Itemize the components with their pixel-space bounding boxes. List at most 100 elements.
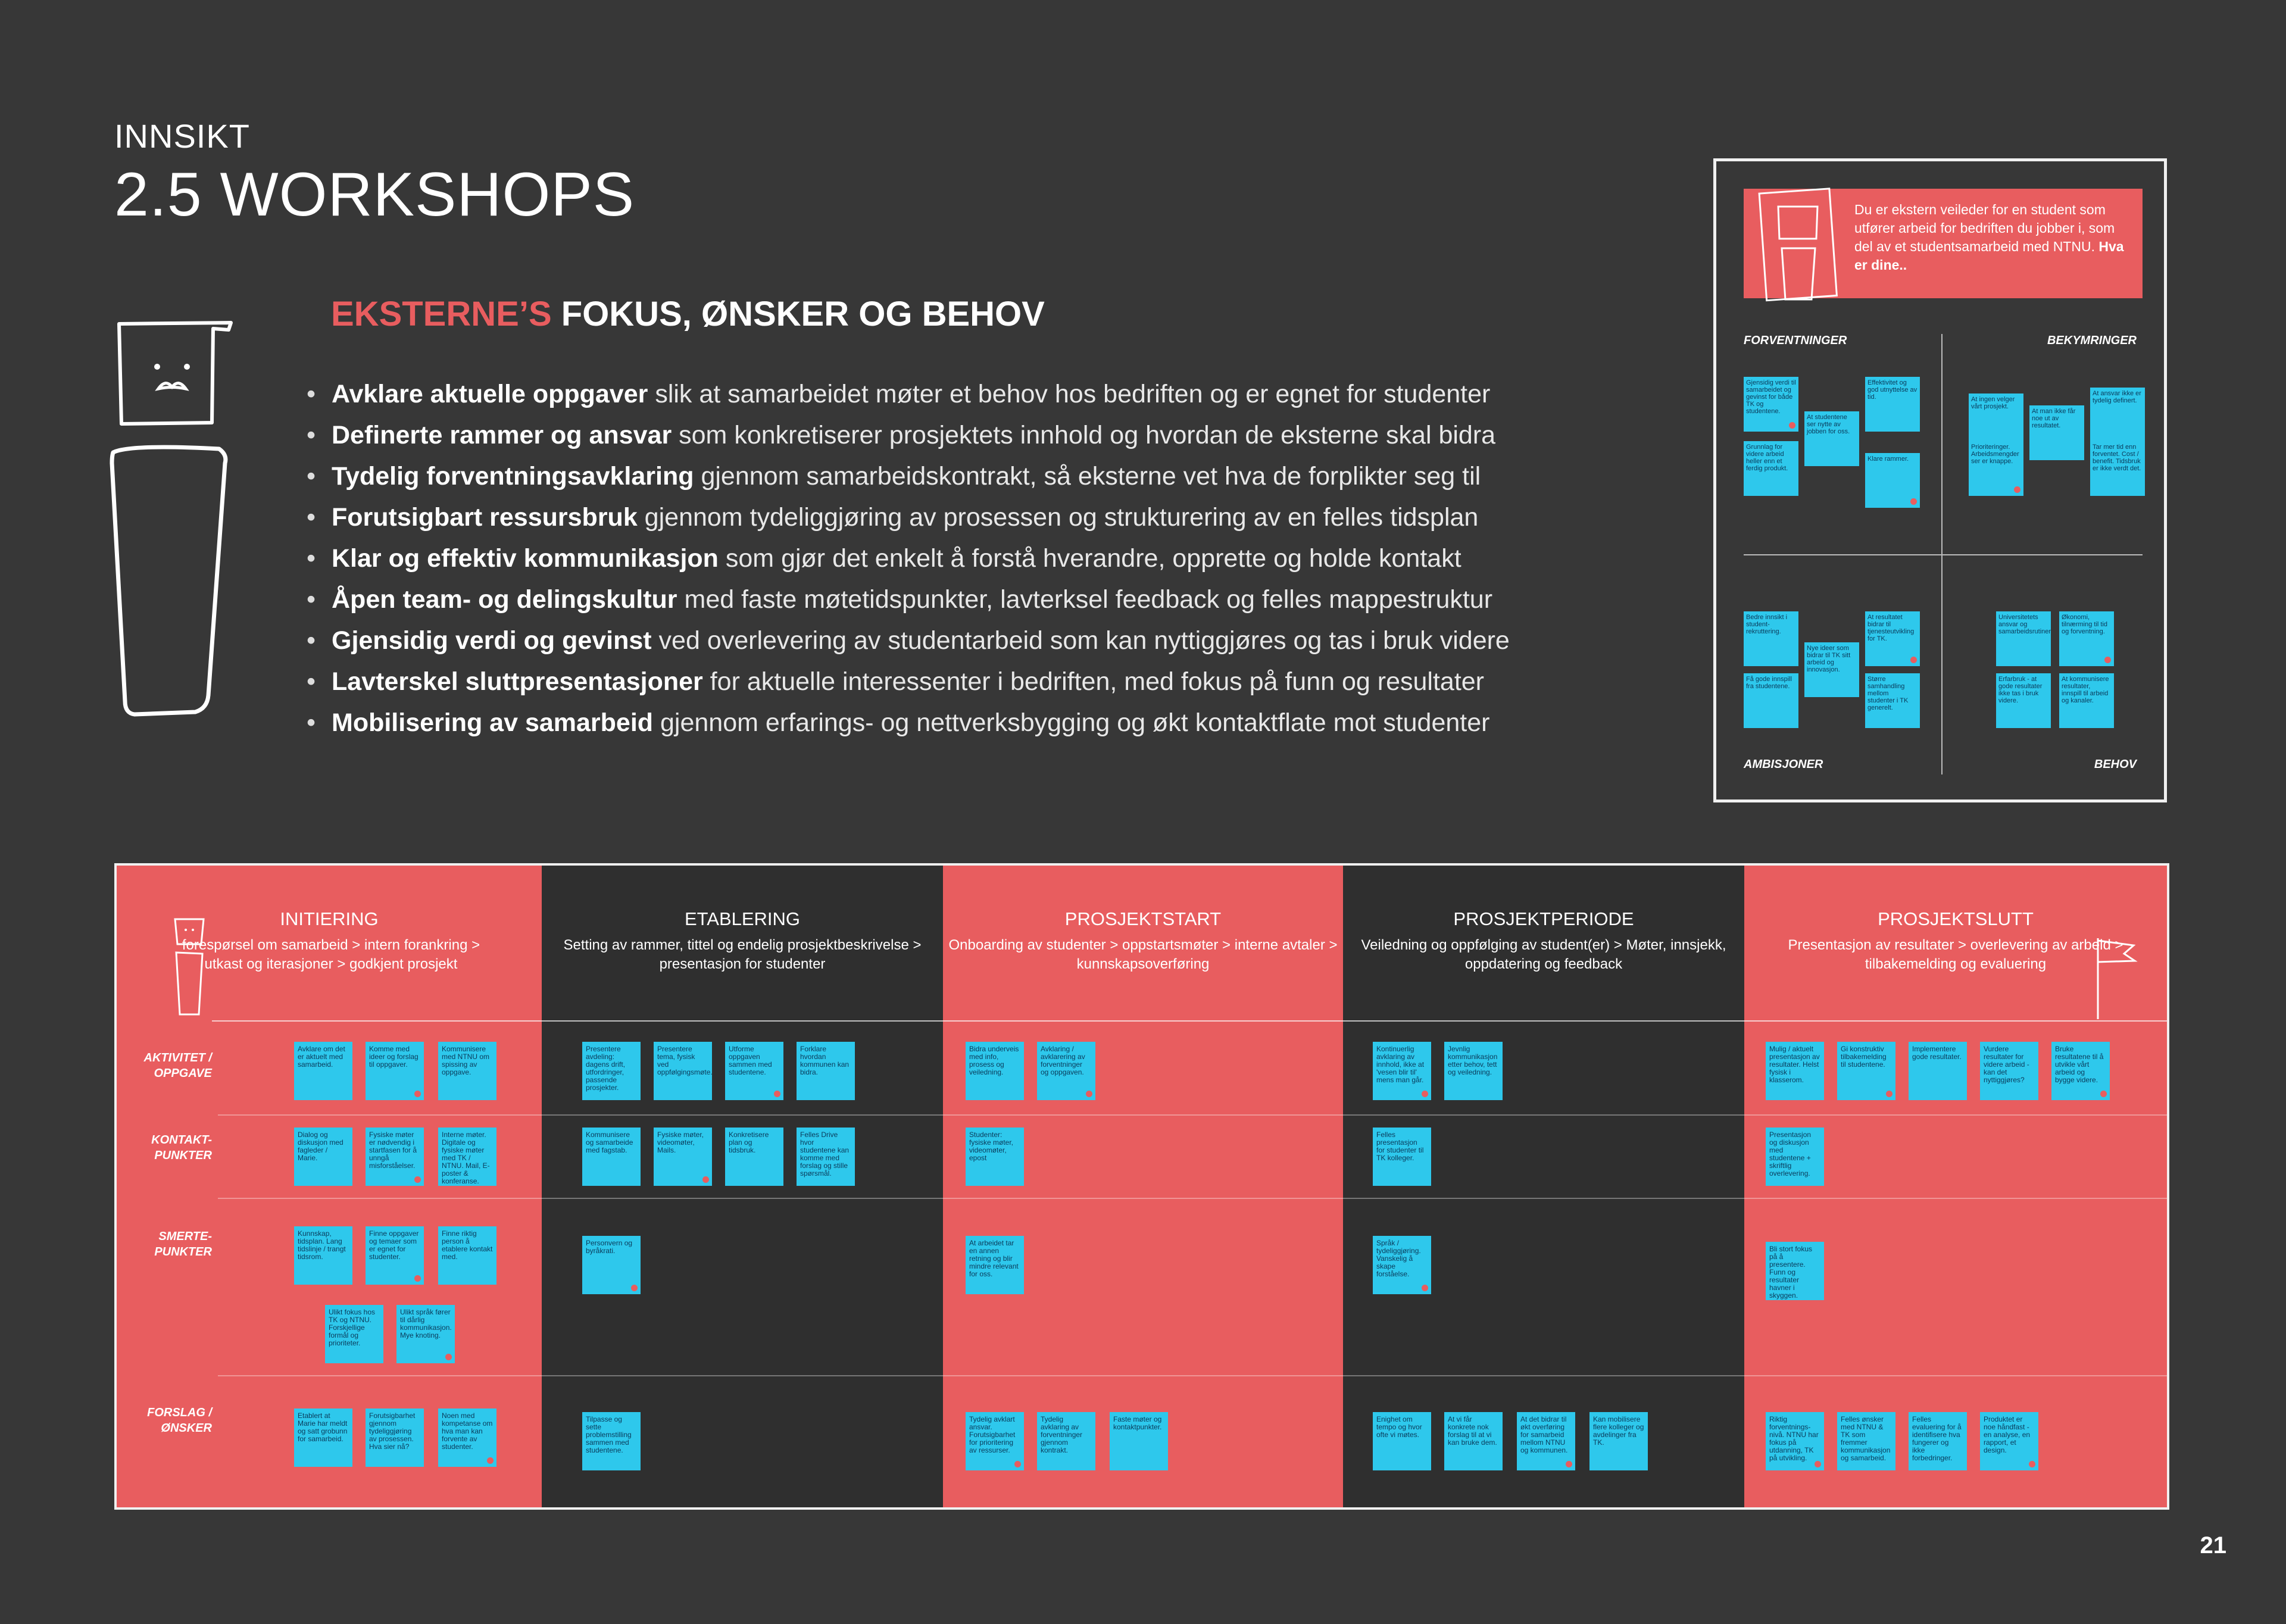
- journey-phase-description: Presentasjon av resultater > overleverin…: [1788, 937, 2123, 972]
- journey-sticky-note: At det bidrar til økt overføring for sam…: [1517, 1412, 1575, 1470]
- persona-sketch-icon: [1758, 188, 1838, 302]
- persona-head-icon: [117, 321, 233, 426]
- journey-phase-title: PROSJEKTSLUTT: [1878, 908, 2034, 929]
- needs-list-item: Åpen team- og delingskultur med faste mø…: [307, 579, 1510, 620]
- needs-item-text: gjennom tydeliggjøring av prosessen og s…: [637, 503, 1479, 532]
- finish-flag-icon: [2097, 938, 2138, 1019]
- journey-sticky-note: Jevnlig kommunikasjon etter behov, tett …: [1444, 1042, 1503, 1100]
- needs-item-text: med faste møtetidspunkter, lavterksel fe…: [677, 585, 1493, 614]
- journey-phase-description: Veiledning og oppfølging av student(er) …: [1361, 937, 1726, 972]
- journey-phase-column: PROSJEKTSTART Onboarding av studenter > o…: [943, 866, 1343, 1507]
- canvas-sticky-note: Få gode innspill fra studentene.: [1744, 673, 1798, 728]
- section-kicker: INNSIKT: [114, 117, 250, 155]
- needs-item-text: gjennom erfarings- og nettverksbygging o…: [653, 708, 1490, 737]
- canvas-sticky-note: Nye ideer som bidrar til TK sitt arbeid …: [1804, 642, 1859, 697]
- needs-item-key: Forutsigbart ressursbruk: [332, 503, 638, 532]
- needs-item-key: Lavterskel sluttpresentasjoner: [332, 667, 703, 696]
- needs-item-text: som gjør det enkelt å forstå hverandre, …: [718, 544, 1461, 573]
- journey-sticky-note: Kunnskap, tidsplan. Lang tidslinje / tra…: [294, 1226, 352, 1285]
- section-heading-rest: FOKUS, ØNSKER OG BEHOV: [551, 295, 1045, 333]
- needs-item-text: gjennom samarbeidskontrakt, så eksterne …: [694, 462, 1481, 491]
- journey-row-divider: [218, 1198, 2167, 1199]
- journey-sticky-note: Riktig forventnings-nivå. NTNU har fokus…: [1766, 1412, 1824, 1470]
- needs-item-text: slik at samarbeidet møter et behov hos b…: [648, 380, 1491, 408]
- journey-sticky-note: Felles presentasjon for studenter til TK…: [1373, 1128, 1431, 1186]
- journey-sticky-note: Finne oppgaver og temaer som er egnet fo…: [366, 1226, 424, 1285]
- canvas-sticky-note: Klare rammer.: [1865, 453, 1920, 508]
- journey-sticky-note: Utforme oppgaven sammen med studentene.: [725, 1042, 783, 1100]
- journey-row-divider: [218, 1114, 2167, 1116]
- journey-phase-title: INITIERING: [280, 908, 379, 929]
- canvas-prompt-text: Du er ekstern veileder for en student so…: [1854, 202, 2115, 254]
- journey-sticky-note: Tilpasse og sette problemstilling sammen…: [582, 1412, 641, 1470]
- journey-sticky-note: Bruke resultatene til å utvikle vårt arb…: [2051, 1042, 2110, 1100]
- canvas-sticky-note: Grunnlag for videre arbeid heller enn et…: [1744, 441, 1798, 496]
- journey-sticky-note: Studenter: fysiske møter, videomøter, ep…: [966, 1128, 1024, 1186]
- journey-sticky-note: Interne møter. Digitale og fysiske møter…: [438, 1128, 496, 1186]
- canvas-sticky-note: At ingen velger vårt prosjekt.: [1969, 393, 2023, 448]
- journey-sticky-note: Felles ønsker med NTNU & TK som fremmer …: [1837, 1412, 1895, 1470]
- needs-list-item: Lavterskel sluttpresentasjoner for aktue…: [307, 661, 1510, 702]
- canvas-sticky-note: Prioriteringer. Arbeidsmengder ser er kn…: [1969, 441, 2023, 496]
- journey-phase-title: PROSJEKTPERIODE: [1453, 908, 1634, 929]
- journey-sticky-note: Språk / tydeliggjøring. Vanskelig å skap…: [1373, 1236, 1431, 1294]
- journey-sticky-note: Finne riktig person å etablere kontakt m…: [438, 1226, 496, 1285]
- page-number: 21: [2200, 1532, 2227, 1559]
- journey-sticky-note: Kontinuerlig avklaring av innhold, ikke …: [1373, 1042, 1431, 1100]
- needs-item-key: Definerte rammer og ansvar: [332, 421, 672, 449]
- section-heading: EKSTERNE’S FOKUS, ØNSKER OG BEHOV: [331, 294, 1045, 334]
- needs-list: Avklare aktuelle oppgaver slik at samarb…: [307, 374, 1510, 744]
- journey-sticky-note: Kommunisere med NTNU om spissing av oppg…: [438, 1042, 496, 1100]
- journey-sticky-note: At vi får konkrete nok forslag til at vi…: [1444, 1412, 1503, 1470]
- phase-baseline: [212, 941, 2167, 1022]
- journey-sticky-note: Felles evaluering for å identifisere hva…: [1909, 1412, 1967, 1470]
- persona-small-icon: [174, 918, 205, 1016]
- journey-row-label: KONTAKT-PUNKTER: [151, 1133, 212, 1162]
- needs-item-key: Klar og effektiv kommunikasjon: [332, 544, 719, 573]
- journey-phase-column: PROSJEKTSLUTT Presentasjon av resultater …: [1744, 866, 2167, 1507]
- journey-sticky-note: Avklaring / avklarering av forventninger…: [1037, 1042, 1095, 1100]
- page-title: 2.5 WORKSHOPS: [114, 160, 635, 229]
- canvas-sticky-note: Økonomi, tilnærming til tid og forventni…: [2059, 611, 2114, 666]
- journey-sticky-note: Komme med ideer og forslag til oppgaver.: [366, 1042, 424, 1100]
- journey-sticky-note: Faste møter og kontaktpunkter.: [1110, 1412, 1168, 1470]
- journey-row-divider: [218, 1375, 2167, 1376]
- journey-sticky-note: Mulig / aktuelt presentasjon av resultat…: [1766, 1042, 1824, 1100]
- canvas-sticky-note: At studentene ser nytte av jobben for os…: [1804, 411, 1859, 466]
- needs-list-item: Klar og effektiv kommunikasjon som gjør …: [307, 538, 1510, 579]
- journey-sticky-note: Implementere gode resultater.: [1909, 1042, 1967, 1100]
- needs-list-item: Avklare aktuelle oppgaver slik at samarb…: [307, 374, 1510, 415]
- journey-sticky-note: Presentasjon og diskusjon med studentene…: [1766, 1128, 1824, 1186]
- journey-sticky-note: Konkretisere plan og tidsbruk.: [725, 1128, 783, 1186]
- journey-sticky-note: Produktet er noe håndfast - en analyse, …: [1980, 1412, 2038, 1470]
- journey-sticky-note: Bli stort fokus på å presentere. Funn og…: [1766, 1242, 1824, 1300]
- needs-item-key: Avklare aktuelle oppgaver: [332, 380, 648, 408]
- journey-sticky-note: Enighet om tempo og hvor ofte vi møtes.: [1373, 1412, 1431, 1470]
- journey-sticky-note: Noen med kompetanse om hva man kan forve…: [438, 1408, 496, 1467]
- canvas-prompt: Du er ekstern veileder for en student so…: [1744, 188, 2143, 302]
- persona-body-icon: [110, 445, 228, 717]
- journey-phase-title: ETABLERING: [684, 908, 801, 929]
- journey-sticky-note: Fysiske møter er nødvendig i startfasen …: [366, 1128, 424, 1186]
- needs-item-text: ved overlevering av studentarbeid som ka…: [651, 626, 1510, 655]
- canvas-sticky-note: Bedre innsikt i student-rekruttering.: [1744, 611, 1798, 666]
- journey-phase-description: Onboarding av studenter > oppstartsmøter…: [948, 937, 1338, 972]
- canvas-sticky-note: Gjensidig verdi til samarbeidet og gevin…: [1744, 377, 1798, 432]
- journey-row-label: SMERTE-PUNKTER: [154, 1230, 212, 1258]
- section-heading-accent: EKSTERNE’S: [331, 295, 552, 333]
- needs-item-key: Gjensidig verdi og gevinst: [332, 626, 652, 655]
- journey-sticky-note: Kommunisere og samarbeide med fagstab.: [582, 1128, 641, 1186]
- journey-phase-description: forespørsel om samarbeid > intern forank…: [182, 937, 480, 972]
- needs-list-item: Definerte rammer og ansvar som konkretis…: [307, 415, 1510, 456]
- journey-sticky-note: Felles Drive hvor studentene kan komme m…: [797, 1128, 855, 1186]
- journey-sticky-note: Kan mobilisere flere kolleger og avdelin…: [1589, 1412, 1648, 1470]
- needs-list-item: Gjensidig verdi og gevinst ved overlever…: [307, 620, 1510, 661]
- journey-sticky-note: Ulikt fokus hos TK og NTNU. Forskjellige…: [325, 1305, 383, 1363]
- journey-phase-description: Setting av rammer, tittel og endelig pro…: [563, 937, 922, 972]
- canvas-sticky-note: Universitetets ansvar og samarbeidsrutin…: [1996, 611, 2051, 666]
- journey-sticky-note: Presentere tema, fysisk ved oppfølgingsm…: [654, 1042, 712, 1100]
- quadrant-label-ambitions: AMBISJONER: [1744, 758, 1823, 771]
- journey-phase-column: INITIERING forespørsel om samarbeid > int…: [117, 866, 542, 1507]
- canvas-sticky-note: Større samhandling mellom studenter i TK…: [1865, 673, 1920, 728]
- canvas-sticky-note: Effektivitet og god utnyttelse av tid.: [1865, 377, 1920, 432]
